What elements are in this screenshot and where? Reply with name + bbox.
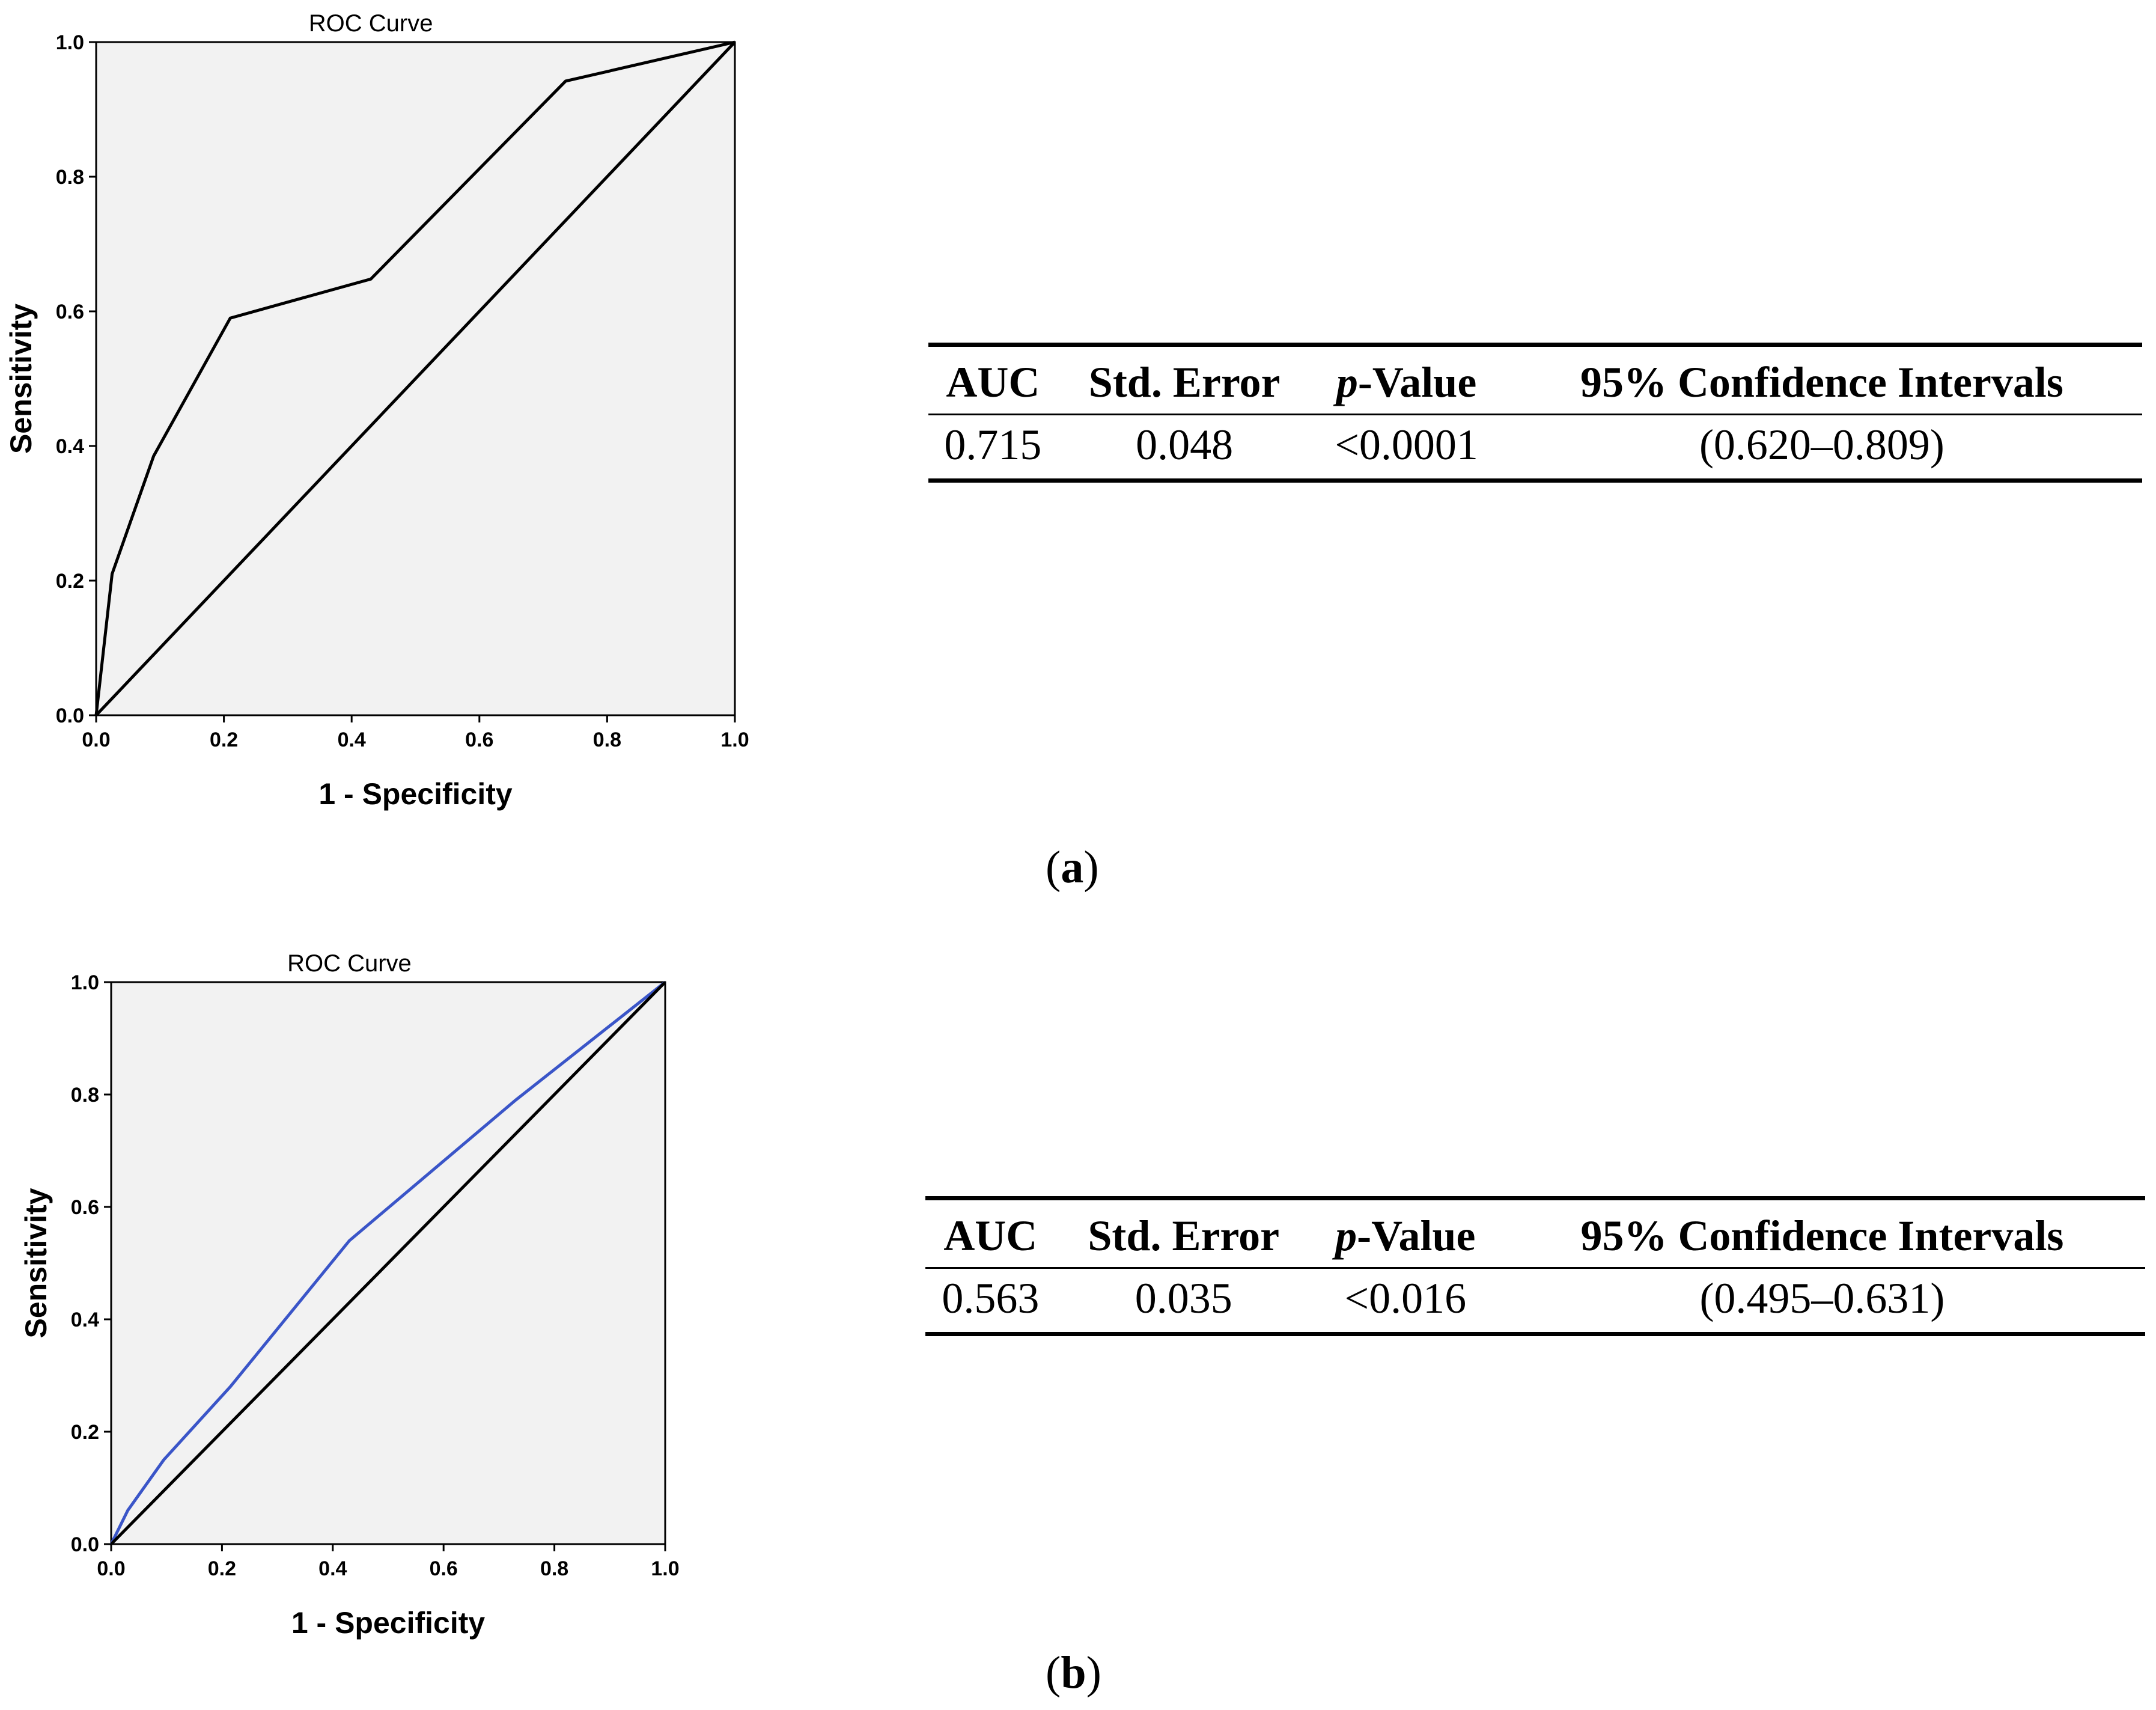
y-tick-label: 0.8 — [56, 166, 84, 189]
cell-std-error: 0.035 — [1134, 1274, 1232, 1322]
x-tick-label: 0.2 — [208, 1557, 236, 1580]
cell-confidence-interval: (0.495–0.631) — [1699, 1274, 1945, 1322]
reference-diagonal-line — [95, 41, 736, 716]
stats-table-b: AUC Std. Error p-Value 95% Confidence In… — [925, 1196, 2145, 1336]
y-tick-label: 0.6 — [71, 1196, 99, 1219]
panel-label-a: (a) — [1046, 842, 1099, 893]
x-tick-label: 0.0 — [82, 728, 110, 751]
header-confidence-intervals: 95% Confidence Intervals — [1580, 1212, 2064, 1260]
x-axis-label: 1 - Specificity — [318, 777, 513, 811]
cell-auc: 0.563 — [942, 1274, 1040, 1322]
header-auc: AUC — [943, 1212, 1038, 1260]
header-std-error: Std. Error — [1088, 1212, 1280, 1260]
x-tick-label: 1.0 — [720, 728, 749, 751]
p-letter: p — [1335, 1212, 1357, 1260]
y-tick-label: 0.8 — [71, 1084, 99, 1107]
cell-confidence-interval: (0.620–0.809) — [1699, 421, 1944, 469]
roc-chart-a: ROC Curve 0.0 0.2 0.4 0.6 0.8 1.0 0.0 0.2 0.4 0.6 0… — [4, 10, 749, 811]
p-letter: p — [1336, 358, 1358, 406]
x-tick-label: 0.6 — [430, 1557, 458, 1580]
roc-chart-b: ROC Curve 0.0 0.2 0.4 0.6 0.8 1.0 0.0 0.2 0.4 0.6 0… — [19, 950, 680, 1640]
x-tick-label: 0.4 — [318, 1557, 347, 1580]
p-rest: -Value — [1357, 358, 1477, 406]
x-tick-label: 0.8 — [540, 1557, 568, 1580]
y-tick-label: 1.0 — [56, 31, 84, 54]
chart-title: ROC Curve — [287, 950, 412, 977]
y-axis-label: Sensitivity — [4, 304, 38, 454]
y-tick-label: 1.0 — [71, 971, 99, 994]
cell-auc: 0.715 — [944, 421, 1042, 469]
x-tick-label: 0.6 — [465, 728, 493, 751]
stats-row: 0.715 0.048 <0.0001 (0.620–0.809) — [928, 415, 2142, 481]
panel-letter-a: a — [1061, 842, 1084, 893]
roc-curve-line — [94, 40, 735, 716]
p-rest: -Value — [1357, 1212, 1476, 1260]
y-tick-label: 0.4 — [56, 435, 84, 458]
y-axis-label: Sensitivity — [19, 1188, 53, 1338]
x-axis-label: 1 - Specificity — [291, 1606, 486, 1640]
chart-title: ROC Curve — [309, 10, 433, 37]
panel-label-b: (b) — [1046, 1647, 1101, 1698]
y-tick-label: 0.2 — [56, 570, 84, 593]
header-confidence-intervals: 95% Confidence Intervals — [1580, 358, 2063, 406]
header-auc: AUC — [946, 358, 1040, 406]
cell-p-value: <0.016 — [1344, 1274, 1467, 1322]
header-std-error: Std. Error — [1088, 358, 1281, 406]
panel-letter-b: b — [1061, 1647, 1086, 1698]
stats-header-row: AUC Std. Error p-Value 95% Confidence In… — [925, 1198, 2145, 1268]
header-p-value: p-Value — [1311, 345, 1501, 415]
stats-table-a: AUC Std. Error p-Value 95% Confidence In… — [928, 343, 2142, 483]
panel-b: ROC Curve 0.0 0.2 0.4 0.6 0.8 1.0 0.0 0.2 0.4 0.6 0… — [0, 902, 2156, 1710]
header-p-value: p-Value — [1312, 1199, 1499, 1268]
cell-p-value: <0.0001 — [1335, 421, 1478, 469]
cell-std-error: 0.048 — [1136, 421, 1234, 469]
stats-header-row: AUC Std. Error p-Value 95% Confidence In… — [928, 344, 2142, 415]
y-tick-label: 0.0 — [56, 704, 84, 727]
x-tick-label: 0.2 — [210, 728, 238, 751]
x-tick-label: 0.4 — [338, 728, 366, 751]
y-tick-label: 0.0 — [71, 1533, 99, 1556]
roc-curve-line — [109, 981, 666, 1545]
reference-diagonal-line — [110, 981, 666, 1545]
x-tick-label: 0.0 — [97, 1557, 125, 1580]
y-tick-label: 0.4 — [71, 1308, 99, 1331]
y-tick-label: 0.6 — [56, 301, 84, 323]
panel-a: ROC Curve 0.0 0.2 0.4 0.6 0.8 1.0 0.0 0.2 0.4 0.6 0… — [4, 10, 2142, 893]
x-tick-label: 1.0 — [651, 1557, 679, 1580]
stats-row: 0.563 0.035 <0.016 (0.495–0.631) — [925, 1268, 2145, 1334]
x-tick-label: 0.8 — [593, 728, 621, 751]
y-tick-label: 0.2 — [71, 1421, 99, 1444]
